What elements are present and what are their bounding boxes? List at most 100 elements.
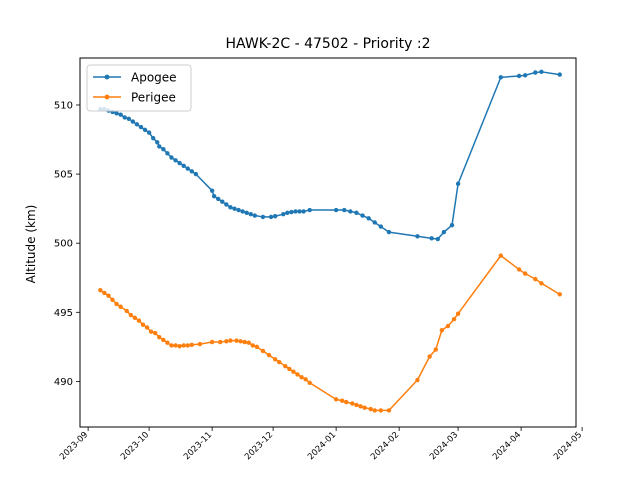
apogee-data-point <box>386 229 392 235</box>
perigee-data-point <box>451 317 457 322</box>
perigee-data-point <box>533 276 538 282</box>
x-tick-label: 2023-10 <box>119 430 151 462</box>
perigee-data-point <box>362 405 367 410</box>
perigee-data-point <box>234 338 239 343</box>
apogee-data-point <box>169 155 174 160</box>
apogee-data-point <box>281 211 286 217</box>
apogee-data-point <box>354 210 359 215</box>
perigee-data-point <box>333 397 339 402</box>
perigee-data-point <box>415 377 420 383</box>
apogee-data-point <box>435 236 440 242</box>
x-tick-label: 2024-02 <box>369 430 401 462</box>
apogee-data-point <box>165 151 170 156</box>
apogee-data-point <box>539 69 544 75</box>
plot-area <box>98 69 562 413</box>
perigee-data-point <box>250 343 255 348</box>
apogee-data-point <box>114 111 119 116</box>
perigee-data-point <box>557 292 562 297</box>
apogee-data-point <box>122 115 127 120</box>
perigee-data-point <box>445 323 451 329</box>
apogee-data-point <box>232 206 237 211</box>
perigee-data-point <box>161 337 166 343</box>
apogee-data-point <box>189 169 194 174</box>
apogee-data-point <box>360 213 365 218</box>
apogee-data-point <box>301 209 306 214</box>
perigee-data-point <box>124 308 129 314</box>
perigee-data-point <box>372 408 377 413</box>
apogee-data-point <box>134 122 140 127</box>
perigee-legend-label: Perigee <box>131 91 176 105</box>
perigee-data-point <box>153 330 158 336</box>
apogee-data-point <box>372 220 377 225</box>
perigee-data-point <box>144 325 150 330</box>
perigee-data-point <box>102 290 107 296</box>
apogee-data-point <box>307 207 312 213</box>
perigee-data-point <box>224 339 229 344</box>
perigee-data-point <box>277 359 282 365</box>
x-tick-label: 2024-05 <box>552 430 584 462</box>
apogee-data-point <box>289 209 294 215</box>
apogee-data-point <box>150 135 156 141</box>
perigee-data-point <box>498 253 503 258</box>
x-tick-label: 2023-11 <box>182 430 214 462</box>
perigee-data-point <box>427 354 432 359</box>
apogee-legend-label: Apogee <box>131 71 177 85</box>
apogee-data-point <box>557 72 562 77</box>
perigee-data-point <box>173 343 178 348</box>
perigee-data-point <box>157 334 162 340</box>
apogee-data-point <box>522 73 528 78</box>
perigee-data-point <box>307 380 312 385</box>
apogee-data-point <box>252 213 258 218</box>
y-tick-label: 500 <box>54 239 73 250</box>
perigee-data-point <box>98 287 103 293</box>
chart-title: HAWK-2C - 47502 - Priority :2 <box>226 36 431 52</box>
apogee-data-point <box>146 130 152 135</box>
perigee-data-point <box>358 404 363 409</box>
perigee-data-point <box>386 408 392 413</box>
perigee-data-point <box>246 340 251 345</box>
apogee-data-point <box>138 124 144 130</box>
x-tick-label: 2024-03 <box>428 430 460 462</box>
perigee-data-point <box>260 348 266 354</box>
apogee-data-point <box>285 210 290 215</box>
apogee-data-point <box>240 209 245 214</box>
apogee-data-point <box>366 216 371 221</box>
perigee-data-point <box>169 343 174 348</box>
x-tick-label: 2023-09 <box>58 430 90 462</box>
perigee-data-point <box>242 339 247 345</box>
apogee-data-point <box>142 127 148 133</box>
perigee-data-point <box>455 311 461 316</box>
perigee-data-point <box>165 340 170 345</box>
x-tick-label: 2023-12 <box>243 430 275 462</box>
perigee-data-point <box>128 312 134 318</box>
apogee-data-point <box>533 70 538 75</box>
apogee-data-point <box>441 229 447 235</box>
apogee-data-point <box>224 202 229 207</box>
x-tick-label: 2024-04 <box>491 430 523 462</box>
perigee-data-point <box>299 375 304 380</box>
perigee-data-point <box>340 398 345 403</box>
apogee-data-point <box>248 211 253 217</box>
legend: Apogee Perigee <box>86 64 192 112</box>
perigee-data-point <box>238 339 243 344</box>
apogee-data-point <box>130 119 136 124</box>
apogee-data-point <box>297 209 302 214</box>
apogee-data-point <box>220 199 225 204</box>
apogee-data-point <box>118 112 123 117</box>
axis-ticks: 490 495 500 505 510 2023-09 2023-10 2023-11 2023… <box>54 100 584 462</box>
apogee-data-point <box>342 207 347 213</box>
perigee-data-point <box>228 338 233 343</box>
perigee-data-point <box>350 401 355 406</box>
perigee-data-point <box>354 402 359 408</box>
perigee-data-point <box>433 347 438 352</box>
apogee-data-point <box>378 224 384 229</box>
apogee-data-point <box>193 171 199 177</box>
perigee-legend-marker <box>104 94 110 100</box>
perigee-data-point <box>197 341 203 347</box>
perigee-data-point <box>106 293 111 298</box>
apogee-data-point <box>449 223 455 228</box>
y-tick-label: 495 <box>54 308 73 319</box>
apogee-data-point <box>498 75 503 80</box>
perigee-data-point <box>344 399 349 405</box>
perigee-data-point <box>303 377 308 382</box>
